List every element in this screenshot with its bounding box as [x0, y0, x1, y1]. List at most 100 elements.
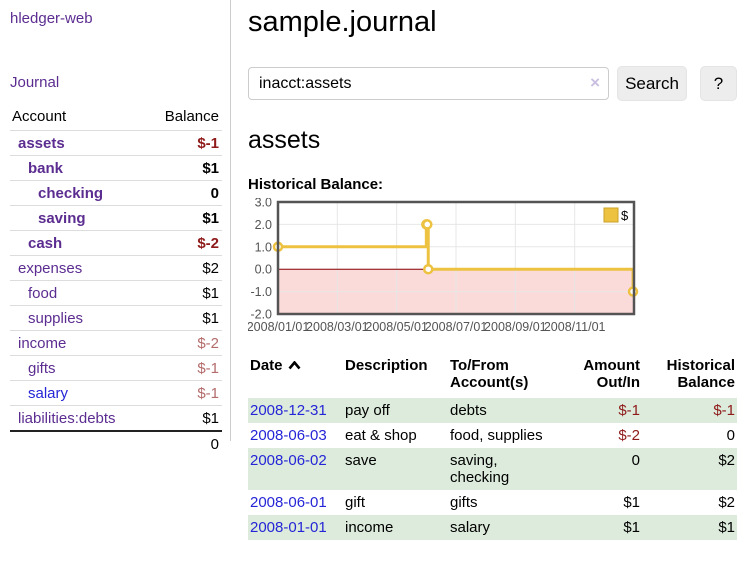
transaction-balance: $1 [718, 519, 735, 536]
search-form: × Search ? [248, 66, 737, 101]
transaction-date-link[interactable]: 2008-06-03 [250, 427, 327, 444]
transaction-description: eat & shop [345, 427, 417, 444]
sort-ascending-icon [288, 360, 301, 370]
account-balance: $-1 [146, 130, 222, 156]
chart-data-point [422, 263, 434, 275]
y-axis-tick-label: 2.0 [255, 218, 272, 232]
account-balance: $-1 [146, 355, 222, 381]
account-link[interactable]: salary [28, 384, 69, 402]
account-link[interactable]: checking [38, 184, 104, 202]
x-axis-tick-label: 2008/09/01 [484, 320, 547, 334]
register-header-date: Date [248, 355, 343, 398]
transaction-amount: $1 [623, 519, 640, 536]
chart-legend-swatch-icon [603, 207, 619, 223]
y-axis-tick-label: -1.0 [250, 285, 272, 299]
accounts-total-spacer [10, 430, 147, 456]
chart-border [276, 200, 636, 316]
account-balance: $-2 [146, 230, 222, 256]
account-row: assets $-1 [10, 130, 222, 156]
clear-search-icon[interactable]: × [590, 73, 600, 92]
chart-title: Historical Balance: [248, 176, 384, 193]
account-balance: $-2 [146, 330, 222, 356]
accounts-table: Account Balance assets $-1 bank $1 checking 0… [10, 105, 222, 456]
accounts-total-row: 0 [10, 430, 222, 456]
account-balance: $-1 [146, 380, 222, 406]
register-table: Date Description To/From Account(s) Amou… [248, 355, 737, 540]
transaction-date-link[interactable]: 2008-06-01 [250, 494, 327, 511]
transaction-balance: $2 [718, 494, 735, 511]
help-button[interactable]: ? [700, 66, 737, 101]
transaction-accounts: food, supplies [450, 427, 543, 444]
account-balance: $2 [146, 255, 222, 281]
account-row: checking 0 [10, 180, 222, 206]
transaction-amount: 0 [631, 452, 640, 469]
register-header-amount: Amount Out/In [583, 357, 640, 391]
account-link[interactable]: gifts [28, 359, 56, 377]
chart-legend-label: $ [621, 208, 629, 223]
sidebar-item-journal[interactable]: Journal [10, 74, 60, 91]
transaction-balance: $2 [718, 452, 735, 469]
account-balance: $1 [146, 280, 222, 306]
register-header-row: Date Description To/From Account(s) Amou… [248, 355, 737, 398]
balance-chart: 3.0 2.0 1.0 0.0 -1.0 -2.02008/01/012008/03/01… [248, 198, 639, 334]
register-row: 2008-01-01 income salary $1 $1 [248, 515, 737, 540]
register-header-balance: Historical Balance [666, 357, 735, 391]
account-row: expenses $2 [10, 255, 222, 281]
account-row: income $-2 [10, 330, 222, 356]
transaction-balance: 0 [726, 427, 735, 444]
account-row: bank $1 [10, 155, 222, 181]
account-balance: $1 [146, 205, 222, 231]
x-axis-tick-label: 2008/11/01 [544, 320, 606, 334]
account-balance: 0 [146, 180, 222, 206]
register-header-description: Description [345, 357, 428, 374]
register-row: 2008-06-03 eat & shop food, supplies $-2 0 [248, 423, 737, 448]
account-link[interactable]: supplies [28, 309, 84, 327]
account-link[interactable]: expenses [18, 259, 83, 277]
account-link[interactable]: liabilities:debts [18, 409, 116, 427]
account-link[interactable]: saving [38, 209, 86, 227]
account-balance: $1 [146, 155, 222, 181]
transaction-amount: $1 [623, 494, 640, 511]
transaction-description: income [345, 519, 394, 536]
account-row: liabilities:debts $1 [10, 405, 222, 431]
account-balance: $1 [146, 405, 222, 431]
register-header-accounts: To/From Account(s) [450, 357, 529, 391]
account-balance: $1 [146, 305, 222, 331]
register-table-body: 2008-12-31 pay off debts $-1 $-1 2008-06-03 ea… [248, 398, 737, 540]
transaction-date-link[interactable]: 2008-06-02 [250, 452, 327, 469]
register-header-date-label: Date [250, 357, 283, 374]
chart-data-point [422, 219, 433, 230]
transaction-accounts: salary [450, 519, 491, 536]
transaction-amount: $-2 [618, 427, 640, 444]
x-axis-tick-label: 2008/03/01 [306, 320, 369, 334]
y-axis-tick-label: 0.0 [255, 263, 272, 277]
search-input[interactable] [248, 67, 609, 100]
account-link[interactable]: food [28, 284, 58, 302]
account-row: supplies $1 [10, 305, 222, 331]
sidebar: hledger-web Journal Account Balance asse… [0, 0, 231, 456]
x-axis-tick-label: 2008/07/01 [425, 320, 488, 334]
account-row: food $1 [10, 280, 222, 306]
account-row: cash $-2 [10, 230, 222, 256]
app-title-link[interactable]: hledger-web [10, 10, 93, 27]
transaction-accounts: saving, checking [450, 452, 510, 486]
transaction-description: gift [345, 494, 366, 511]
account-link[interactable]: income [18, 334, 67, 352]
transaction-accounts: debts [450, 402, 487, 419]
y-axis-tick-label: -2.0 [250, 308, 272, 322]
account-link[interactable]: cash [28, 234, 63, 252]
account-row: saving $1 [10, 205, 222, 231]
accounts-header-balance: Balance [164, 108, 219, 125]
search-button[interactable]: Search [617, 66, 687, 101]
transaction-description: pay off [345, 402, 390, 419]
transaction-date-link[interactable]: 2008-12-31 [250, 402, 327, 419]
page-title: sample.journal [248, 6, 437, 38]
transaction-accounts: gifts [450, 494, 478, 511]
transaction-description: save [345, 452, 377, 469]
register-row: 2008-06-02 save saving, checking 0 $2 [248, 448, 737, 490]
account-link[interactable]: assets [18, 134, 65, 152]
account-link[interactable]: bank [28, 159, 64, 177]
search-input-wrapper: × [248, 67, 609, 100]
transaction-balance: $-1 [713, 402, 735, 419]
transaction-date-link[interactable]: 2008-01-01 [250, 519, 327, 536]
